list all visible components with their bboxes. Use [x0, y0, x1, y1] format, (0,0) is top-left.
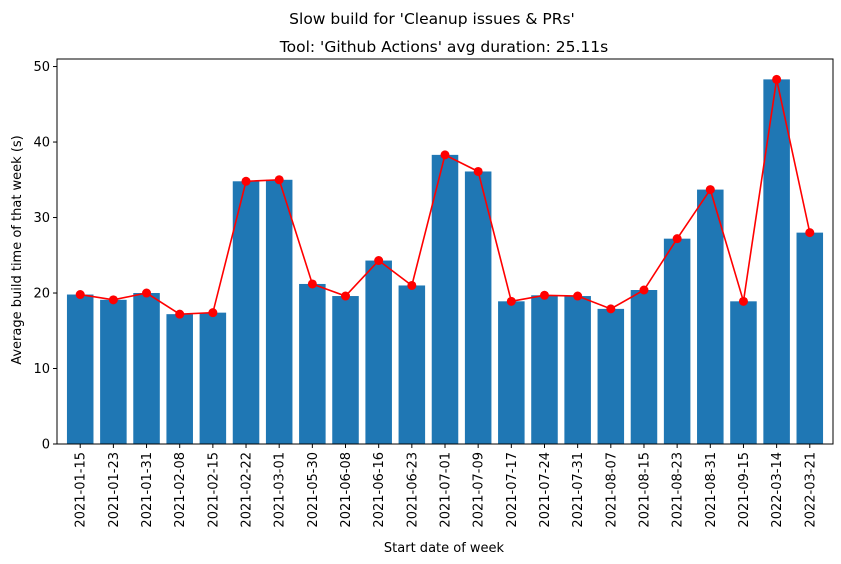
x-tick-label: 2021-06-23 — [405, 452, 420, 528]
bar — [265, 179, 293, 445]
data-point — [440, 150, 450, 160]
axes-layer: 0 10 20 30 40 50 2021-01-15 2021-01-23 2021-01-3… — [33, 58, 834, 528]
bar — [66, 294, 94, 444]
bar — [630, 290, 658, 444]
data-point — [506, 296, 516, 306]
x-tick-label: 2021-08-07 — [604, 452, 619, 528]
data-point — [175, 309, 185, 319]
data-point — [407, 280, 417, 290]
y-axis-label: Average build time of that week (s) — [10, 135, 25, 365]
bar — [299, 283, 326, 444]
x-tick-label: 2021-07-01 — [439, 452, 454, 528]
x-tick-label: 2022-03-21 — [803, 452, 818, 528]
bar — [663, 238, 691, 444]
data-point — [473, 166, 483, 176]
x-tick-label: 2022-03-14 — [770, 452, 785, 528]
data-point — [672, 234, 682, 244]
x-tick-label: 2021-02-22 — [240, 452, 255, 528]
bar — [498, 301, 525, 444]
data-point — [208, 308, 218, 318]
x-tick-label: 2021-05-30 — [306, 452, 321, 528]
bar — [232, 181, 260, 444]
x-tick-label: 2021-09-15 — [737, 452, 752, 528]
y-tick-label: 50 — [33, 60, 50, 75]
data-point — [705, 185, 715, 195]
bar — [166, 314, 193, 444]
bar — [431, 154, 459, 444]
y-tick-label: 0 — [42, 438, 50, 453]
x-tick-label: 2021-01-31 — [140, 452, 155, 528]
bar — [531, 295, 558, 444]
x-axis-label: Start date of week — [384, 541, 505, 556]
data-point — [772, 74, 782, 84]
x-tick-label: 2021-07-24 — [538, 452, 553, 528]
bar — [464, 171, 492, 444]
line-layer — [75, 74, 815, 319]
data-point — [606, 304, 616, 314]
y-tick-label: 10 — [33, 362, 50, 377]
x-tick-label: 2021-06-16 — [372, 452, 387, 528]
bar — [796, 232, 824, 444]
x-tick-label: 2021-02-15 — [206, 452, 221, 528]
bars-layer — [66, 79, 824, 445]
x-tick-label: 2021-02-08 — [173, 452, 188, 528]
bar — [597, 308, 625, 444]
chart-suptitle: Slow build for 'Cleanup issues & PRs' — [289, 10, 575, 28]
x-tick-label: 2021-08-15 — [637, 452, 652, 528]
data-point — [341, 291, 351, 301]
bar — [332, 296, 359, 444]
y-tick-label: 20 — [33, 287, 50, 302]
data-point — [75, 290, 85, 300]
x-tick-label: 2021-03-01 — [273, 452, 288, 528]
data-point — [639, 285, 649, 295]
bar — [697, 189, 724, 444]
data-point — [805, 228, 815, 238]
chart-title: Tool: 'Github Actions' avg duration: 25.… — [279, 38, 608, 56]
data-point — [573, 291, 583, 301]
bar — [763, 79, 790, 444]
x-tick-label: 2021-08-23 — [671, 452, 686, 528]
data-point — [142, 288, 152, 298]
x-tick-label: 2021-07-31 — [571, 452, 586, 528]
x-tick-label: 2021-07-17 — [505, 452, 520, 528]
data-point — [539, 290, 549, 300]
x-tick-label: 2021-01-15 — [74, 452, 89, 528]
bar — [564, 296, 591, 444]
x-tick-label: 2021-08-31 — [704, 452, 719, 528]
bar — [133, 293, 160, 444]
data-point — [738, 296, 748, 306]
y-tick-label: 30 — [33, 211, 50, 226]
bar — [730, 301, 757, 444]
data-point — [274, 175, 284, 185]
bar — [365, 260, 392, 444]
bar — [398, 285, 426, 444]
data-point — [374, 256, 384, 266]
data-point — [108, 295, 118, 305]
data-point — [241, 176, 251, 186]
x-tick-label: 2021-07-09 — [472, 452, 487, 528]
y-tick-label: 40 — [33, 136, 50, 151]
bar — [100, 299, 127, 444]
bar — [199, 312, 227, 444]
x-tick-label: 2021-06-08 — [339, 452, 354, 528]
data-point — [307, 279, 317, 289]
x-tick-label: 2021-01-23 — [107, 452, 122, 528]
